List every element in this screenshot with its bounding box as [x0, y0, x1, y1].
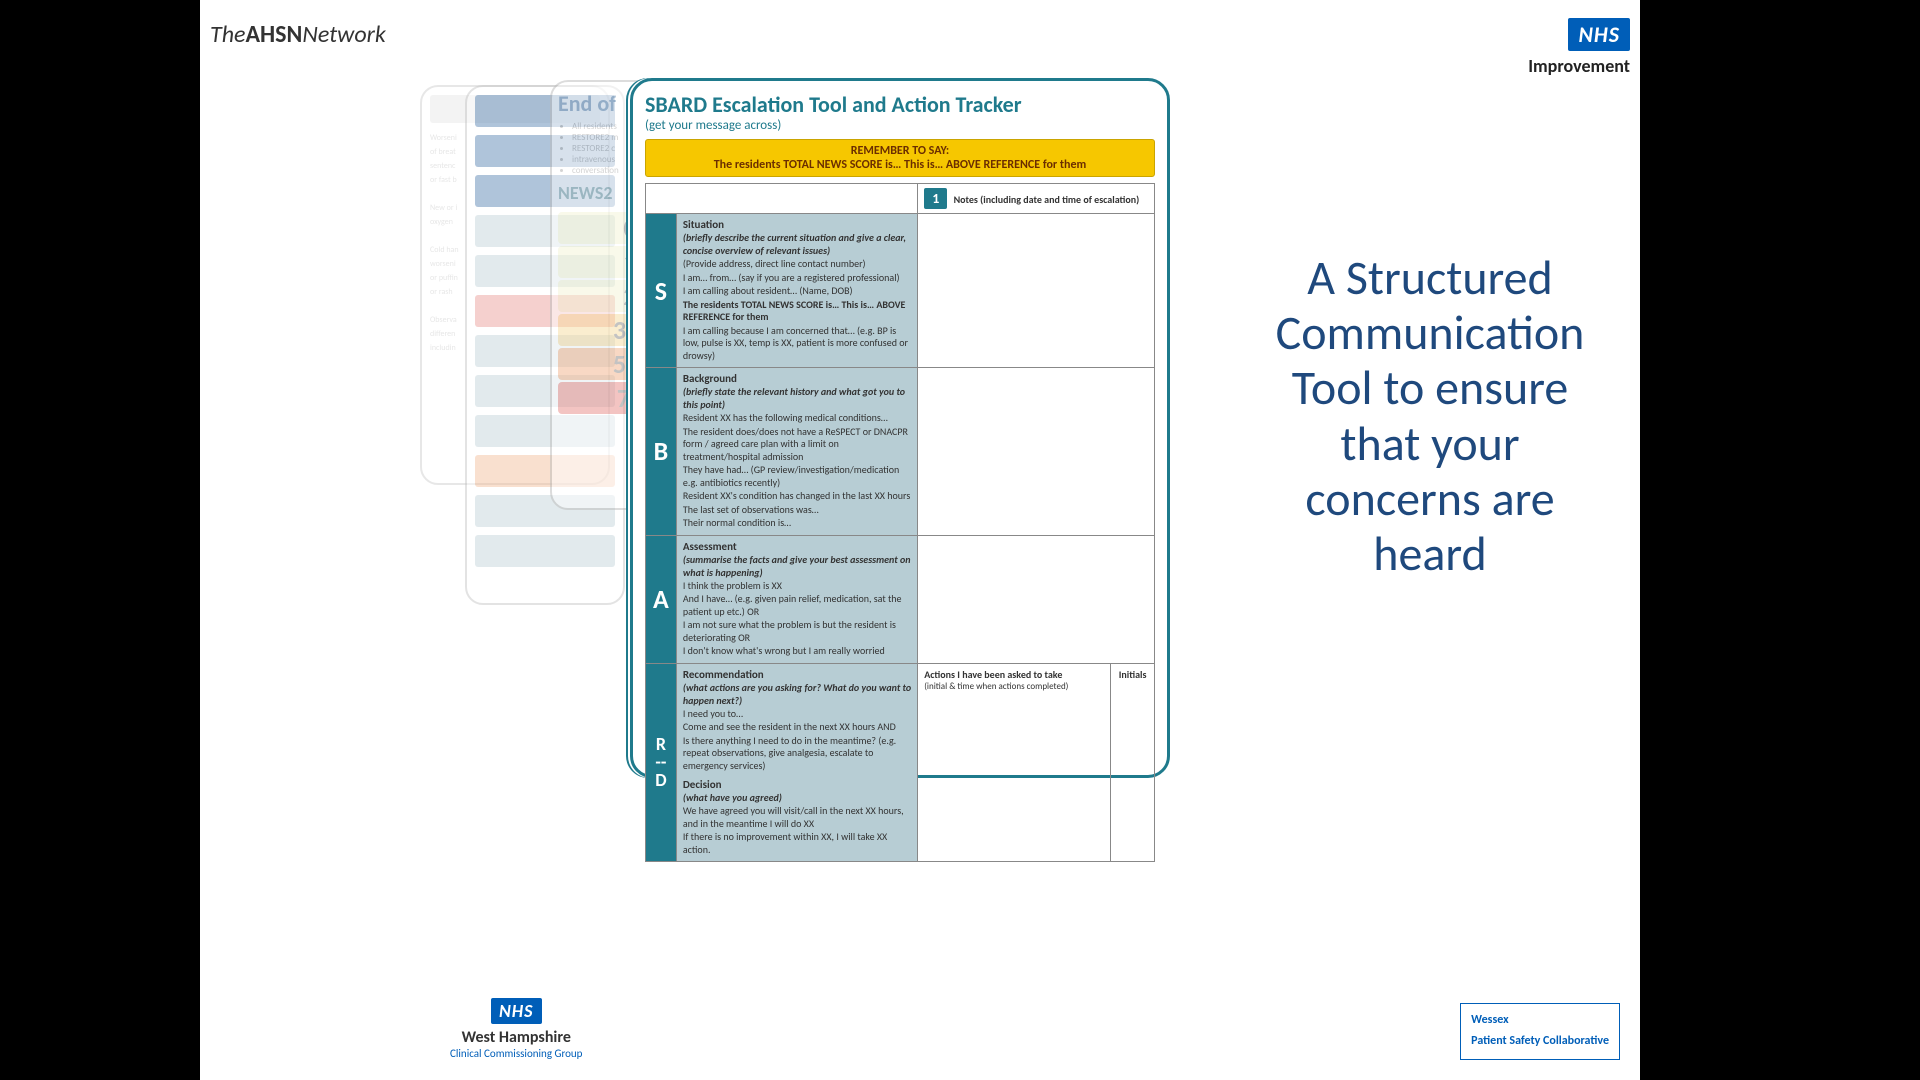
section-line: Is there anything I need to do in the me… [683, 735, 911, 773]
section-line: The resident does/does not have a ReSPEC… [683, 426, 911, 464]
section-line: I am not sure what the problem is but th… [683, 619, 911, 644]
slide-caption: A Structured Communication Tool to ensur… [1260, 250, 1600, 581]
section-line: The last set of observations was… [683, 504, 911, 517]
r-title: Recommendation [683, 668, 911, 681]
nhs-improvement-logo: NHS Improvement [1528, 18, 1630, 77]
remember-banner: REMEMBER TO SAY: The residents TOTAL NEW… [645, 139, 1155, 177]
section-line: I think the problem is XX [683, 580, 911, 593]
section-line: I need you to… [683, 708, 911, 721]
d-hint: (what have you agreed) [683, 791, 911, 804]
wessex-box: Wessex Patient Safety Collaborative [1460, 1003, 1620, 1060]
row-a: A Assessment (summarise the facts and gi… [646, 535, 1155, 663]
section-line: Resident XX's condition has changed in t… [683, 490, 911, 503]
row-s: S Situation (briefly describe the curren… [646, 214, 1155, 368]
wh-nhs: NHS [491, 998, 542, 1024]
sbard-card: SBARD Escalation Tool and Action Tracker… [630, 78, 1170, 778]
actions-sub: (initial & time when actions completed) [924, 681, 1104, 692]
card-title: SBARD Escalation Tool and Action Tracker [645, 91, 1155, 118]
section-line: Their normal condition is… [683, 517, 911, 530]
b-hint: (briefly state the relevant history and … [683, 385, 911, 411]
a-title: Assessment [683, 540, 911, 553]
section-line: If there is no improvement within XX, I … [683, 831, 911, 856]
ahsn-bold: AHSN [246, 20, 303, 49]
wh-l2: Clinical Commissioning Group [450, 1047, 582, 1060]
section-rd: Recommendation (what actions are you ask… [676, 663, 917, 862]
s-hint: (briefly describe the current situation … [683, 231, 911, 257]
nhs-sub: Improvement [1528, 55, 1630, 77]
card-subtitle: (get your message across) [645, 118, 1155, 133]
remember-head: REMEMBER TO SAY: [654, 144, 1146, 158]
a-hint: (summarise the facts and give your best … [683, 553, 911, 579]
escalation-number: 1 [924, 188, 947, 209]
notes-a[interactable] [918, 535, 1155, 663]
section-line: I am… from… (say if you are a registered… [683, 272, 911, 285]
west-hampshire-logo: NHS West Hampshire Clinical Commissionin… [450, 998, 582, 1060]
nhs-box: NHS [1568, 18, 1630, 51]
remember-body: The residents TOTAL NEWS SCORE is… This … [654, 158, 1146, 172]
section-line: I don't know what's wrong but I am reall… [683, 645, 911, 658]
section-line: They have had… (GP review/investigation/… [683, 464, 911, 489]
letter-b: B [646, 368, 677, 536]
initials-label: Initials [1119, 668, 1147, 681]
ahsn-network: Network [302, 20, 385, 49]
actions-head: Actions I have been asked to take [924, 668, 1104, 681]
row-rd: R -- D Recommendation (what actions are … [646, 663, 1155, 862]
notes-b[interactable] [918, 368, 1155, 536]
initials-cell[interactable]: Initials [1111, 663, 1155, 862]
letter-d: D [652, 771, 670, 789]
ahsn-the: The [210, 20, 246, 49]
wessex-l1: Wessex [1471, 1010, 1609, 1032]
row-b: B Background (briefly state the relevant… [646, 368, 1155, 536]
r-hint: (what actions are you asking for? What d… [683, 681, 911, 707]
s-title: Situation [683, 218, 911, 231]
letter-a: A [646, 535, 677, 663]
letter-s: S [646, 214, 677, 368]
notes-header-row: 1 Notes (including date and time of esca… [646, 184, 1155, 214]
section-s: Situation (briefly describe the current … [676, 214, 917, 368]
d-title: Decision [683, 778, 911, 791]
notes-head: Notes (including date and time of escala… [954, 193, 1140, 206]
wh-l1: West Hampshire [450, 1028, 582, 1047]
section-b: Background (briefly state the relevant h… [676, 368, 917, 536]
ahsn-logo: TheAHSNNetwork [210, 20, 386, 49]
section-line: (Provide address, direct line contact nu… [683, 258, 911, 271]
section-line: I am calling about resident… (Name, DOB) [683, 285, 911, 298]
stage: TheAHSNNetwork NHS Improvement A Structu… [0, 0, 1920, 1080]
slide: TheAHSNNetwork NHS Improvement A Structu… [200, 0, 1640, 1080]
section-a: Assessment (summarise the facts and give… [676, 535, 917, 663]
section-line: Resident XX has the following medical co… [683, 412, 911, 425]
ghost2-chip [475, 535, 615, 567]
wessex-l2: Patient Safety Collaborative [1471, 1031, 1609, 1053]
section-line: We have agreed you will visit/call in th… [683, 805, 911, 830]
section-line: Come and see the resident in the next XX… [683, 721, 911, 734]
notes-s[interactable] [918, 214, 1155, 368]
actions-cell[interactable]: Actions I have been asked to take (initi… [918, 663, 1111, 862]
section-line: I am calling because I am concerned that… [683, 325, 911, 363]
section-line: And I have… (e.g. given pain relief, med… [683, 593, 911, 618]
b-title: Background [683, 372, 911, 385]
letter-rd: R -- D [646, 663, 677, 862]
sbard-table: 1 Notes (including date and time of esca… [645, 183, 1155, 862]
section-line: The residents TOTAL NEWS SCORE is… This … [683, 299, 911, 324]
